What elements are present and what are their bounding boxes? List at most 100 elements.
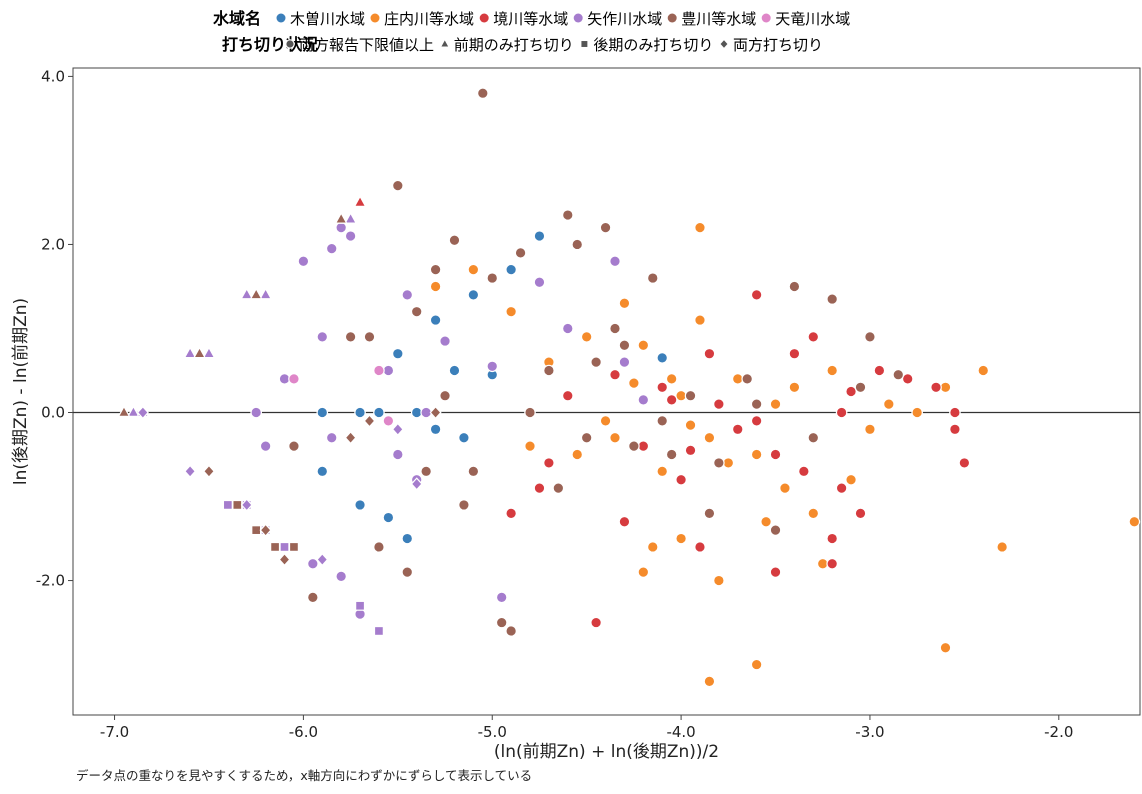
- x-axis: -7.0 -6.0 -5.0 -4.0 -3.0 -2.0: [100, 715, 1073, 741]
- data-point: [826, 293, 838, 305]
- data-point: [684, 389, 697, 402]
- data-point: [713, 574, 725, 587]
- data-point: [835, 406, 848, 419]
- data-point: [656, 352, 669, 364]
- data-point: [854, 381, 867, 394]
- data-point: [807, 507, 820, 520]
- data-point: [458, 499, 470, 511]
- data-point: [864, 331, 876, 343]
- x-tick-label: -5.0: [478, 723, 507, 741]
- y-axis-label: ln(後期Zn) - ln(前期Zn): [11, 298, 31, 485]
- data-point: [259, 440, 272, 452]
- data-point: [392, 347, 404, 360]
- data-point: [930, 381, 942, 394]
- data-point: [307, 557, 319, 570]
- data-point: [505, 305, 517, 318]
- legend-swatch: [479, 13, 489, 23]
- data-point: [788, 280, 801, 293]
- data-point: [420, 465, 432, 478]
- data-point: [571, 238, 584, 251]
- data-point: [750, 289, 763, 301]
- data-point: [939, 641, 952, 654]
- data-point: [325, 431, 338, 444]
- data-point: [202, 464, 215, 478]
- legend-item: 前期のみ打ち切り: [454, 36, 574, 54]
- data-point: [750, 415, 763, 427]
- data-point: [316, 552, 329, 567]
- data-point: [533, 230, 546, 242]
- data-point: [410, 406, 423, 419]
- legend-item: 境川等水域: [493, 10, 568, 28]
- data-point: [646, 541, 659, 553]
- data-point: [769, 566, 782, 578]
- y-axis: -2.0 0.0 2.0 4.0: [36, 67, 73, 590]
- data-point: [344, 431, 357, 445]
- y-tick-label: 0.0: [41, 404, 65, 422]
- data-point: [939, 381, 952, 394]
- data-point: [373, 364, 385, 377]
- data-point: [637, 566, 650, 578]
- data-point: [316, 406, 329, 419]
- data-point: [618, 297, 631, 310]
- data-point: [279, 541, 290, 552]
- data-point: [949, 406, 961, 419]
- data-point: [429, 405, 442, 420]
- data-point: [599, 221, 612, 234]
- data-point: [232, 499, 243, 510]
- data-point: [656, 381, 669, 394]
- data-point: [779, 482, 791, 494]
- data-point: [117, 405, 131, 418]
- data-point: [429, 423, 442, 436]
- data-point: [307, 591, 319, 604]
- data-point: [410, 305, 423, 318]
- data-point: [958, 457, 971, 469]
- data-point: [552, 482, 565, 494]
- data-point: [599, 415, 612, 427]
- data-point: [259, 523, 272, 537]
- data-point: [769, 448, 782, 461]
- legend: 水域名 木曽川水域 庄内川等水域 境川等水域 矢作川水域 豊川等水域 天竜川水域打ち切り状況…: [213, 9, 850, 54]
- data-point: [251, 525, 262, 536]
- data-point: [996, 541, 1008, 553]
- data-point: [486, 272, 499, 284]
- data-point: [731, 423, 744, 436]
- data-point: [618, 356, 631, 368]
- data-point: [703, 347, 716, 360]
- data-point: [240, 498, 253, 512]
- data-point: [382, 415, 395, 427]
- data-point: [259, 287, 273, 300]
- data-point: [911, 406, 923, 419]
- data-point: [373, 625, 384, 636]
- data-point: [798, 465, 810, 478]
- data-point: [495, 591, 508, 604]
- data-point: [788, 381, 801, 394]
- data-point: [750, 658, 763, 671]
- legend-shape-icon: [718, 38, 730, 50]
- data-point: [656, 465, 669, 478]
- data-point: [363, 414, 376, 428]
- legend-swatch: [370, 13, 380, 23]
- data-point: [278, 373, 291, 385]
- data-point: [382, 364, 395, 377]
- data-point: [684, 444, 697, 457]
- data-point: [354, 406, 366, 419]
- legend-item: 木曽川水域: [290, 10, 365, 28]
- data-point: [495, 616, 508, 629]
- data-point: [637, 394, 650, 406]
- legend-shape-icon: [285, 39, 295, 49]
- x-tick-label: -7.0: [100, 723, 129, 741]
- data-point: [288, 541, 299, 552]
- legend-title: 打ち切り状況: [222, 35, 318, 54]
- legend-item: 両方報告下限値以上: [299, 36, 434, 54]
- x-axis-label: (ln(前期Zn) + ln(後期Zn))/2: [494, 742, 719, 762]
- data-point: [665, 373, 678, 385]
- legend-item: 矢作川水域: [587, 10, 662, 28]
- data-point: [524, 440, 536, 452]
- y-tick-label: -2.0: [36, 572, 65, 590]
- data-point: [429, 314, 442, 326]
- data-point: [344, 230, 357, 242]
- data-point: [864, 423, 876, 436]
- legend-swatch: [761, 13, 771, 23]
- data-point: [845, 473, 857, 486]
